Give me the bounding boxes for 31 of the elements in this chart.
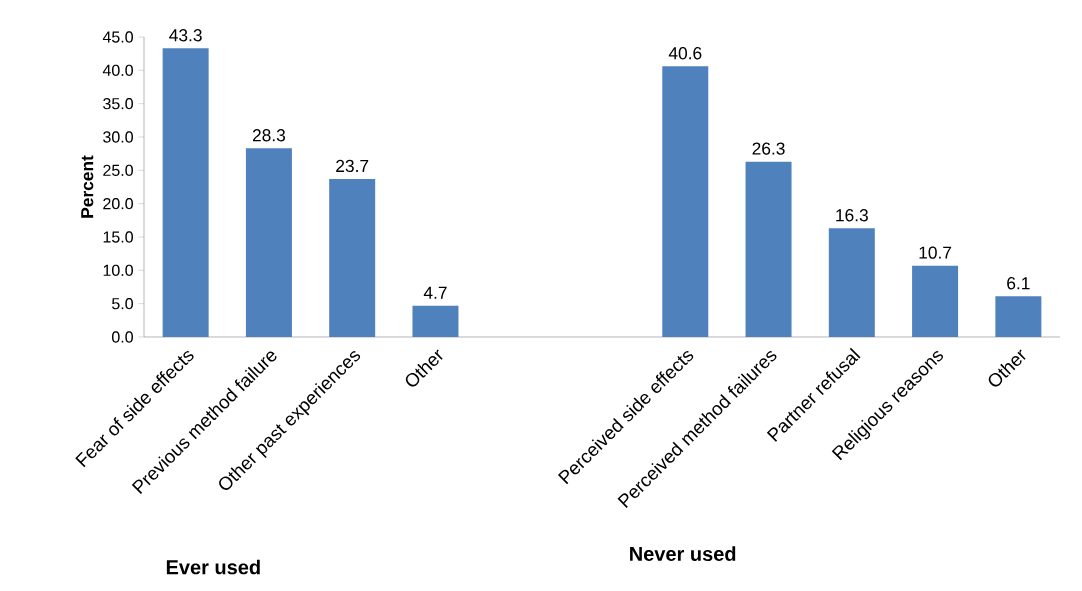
y-tick-label: 25.0 <box>103 164 133 176</box>
data-label: 28.3 <box>252 129 286 142</box>
text: Never used <box>630 546 736 561</box>
bar <box>329 178 376 337</box>
y-tick-label: 10.0 <box>103 264 133 276</box>
data-label: 16.3 <box>836 209 868 222</box>
y-tick-label: 5.0 <box>112 298 133 310</box>
y-tick-label: 20.0 <box>103 198 133 210</box>
data-label: 4.7 <box>423 286 447 299</box>
text: Ever used <box>166 559 260 575</box>
data-label: 40.6 <box>668 47 702 60</box>
bar <box>912 265 959 337</box>
y-tick-label: 45.0 <box>102 31 133 43</box>
bar <box>995 296 1042 337</box>
data-label: 43.3 <box>169 29 202 42</box>
bar <box>828 228 875 337</box>
y-tick-label: 15.0 <box>103 231 133 243</box>
bar <box>412 305 459 337</box>
data-label: 6.1 <box>1007 277 1030 290</box>
data-label: 10.7 <box>919 246 952 259</box>
y-tick-label: 40.0 <box>102 64 133 76</box>
y-tick-label: 35.0 <box>103 98 133 110</box>
bar <box>745 161 792 337</box>
bar <box>162 48 209 337</box>
bar <box>245 148 292 337</box>
y-tick-label: 0.0 <box>111 331 133 343</box>
bar <box>662 66 709 337</box>
y-axis-title: Percent <box>81 155 94 218</box>
data-label: 26.3 <box>752 142 785 155</box>
y-tick-label: 30.0 <box>103 131 133 143</box>
data-label: 23.7 <box>336 159 369 173</box>
